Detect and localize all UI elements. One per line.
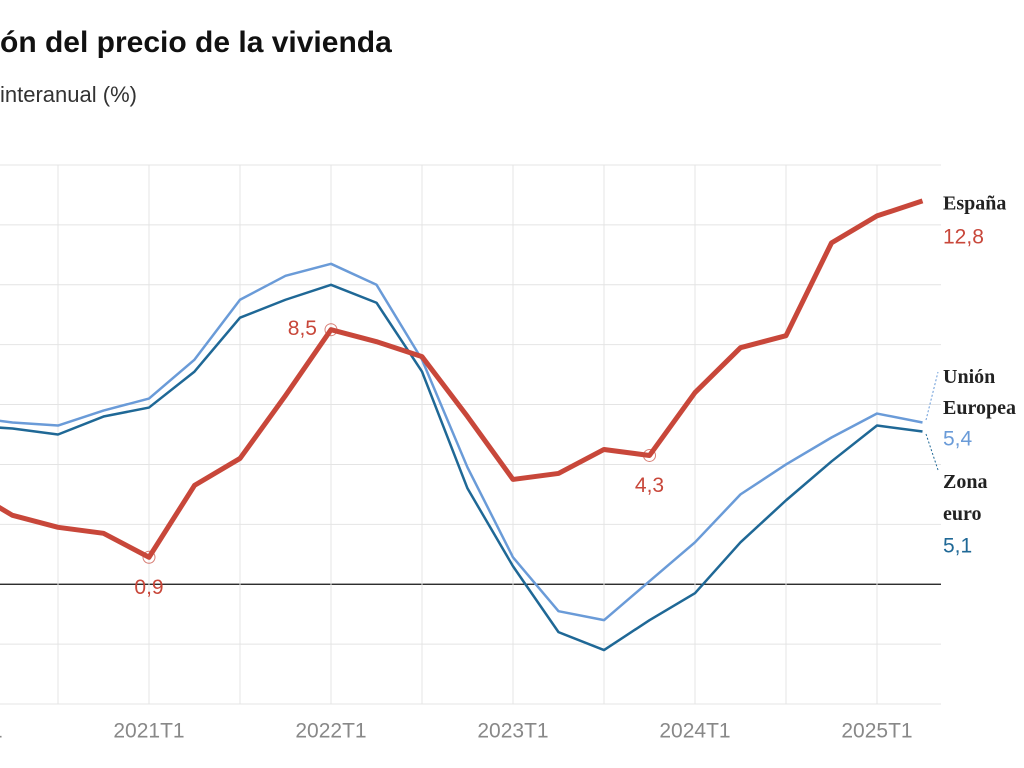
label-connector xyxy=(925,371,939,421)
x-tick-label: 2020T1 xyxy=(0,720,3,743)
end-value-label: 12,8 xyxy=(943,226,984,249)
chart-subtitle: interanual (%) xyxy=(0,82,137,107)
chart-title: ón del precio de la vivienda xyxy=(0,26,392,59)
series-line xyxy=(0,262,923,622)
legend-label: España xyxy=(943,193,1006,215)
annotation-marker xyxy=(324,323,338,337)
annotation-marker xyxy=(643,448,656,462)
legend-label: Unión Europea xyxy=(943,366,1016,419)
x-tick-label: 2022T1 xyxy=(295,720,366,743)
annotation-label: 8,5 xyxy=(288,317,317,340)
x-tick-label: 2023T1 xyxy=(477,720,548,743)
series-line xyxy=(0,283,923,652)
series-line xyxy=(0,198,924,560)
legend-label: Zona euro xyxy=(943,471,987,525)
end-value-label: 5,4 xyxy=(943,428,973,451)
end-value-label: 5,1 xyxy=(943,535,972,558)
x-tick-label: 2021T1 xyxy=(113,720,184,743)
x-tick-label: 2025T1 xyxy=(841,720,912,743)
annotation-label: 0,9 xyxy=(134,576,163,599)
annotation-label: 4,3 xyxy=(635,474,664,497)
annotation-marker xyxy=(142,550,156,564)
x-tick-label: 2024T1 xyxy=(659,720,730,743)
